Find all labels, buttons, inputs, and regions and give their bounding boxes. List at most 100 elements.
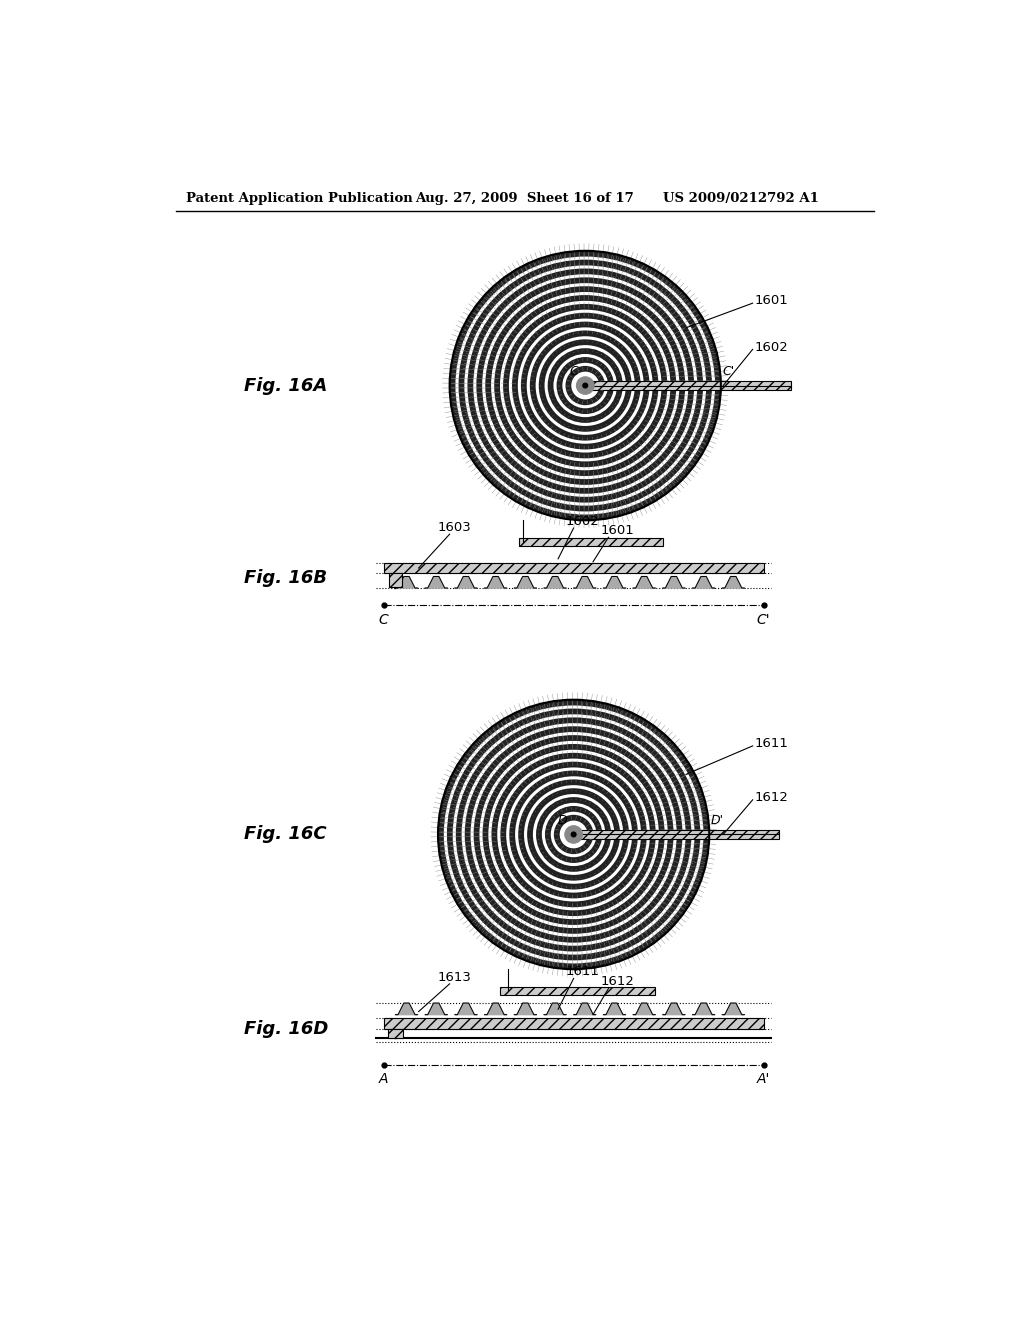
Polygon shape xyxy=(633,577,655,589)
Bar xyxy=(388,1028,403,1038)
Circle shape xyxy=(465,726,683,942)
Text: Fig. 16D: Fig. 16D xyxy=(245,1019,329,1038)
Circle shape xyxy=(482,744,665,925)
Text: C': C' xyxy=(757,612,770,627)
Text: 1602: 1602 xyxy=(566,515,600,528)
Polygon shape xyxy=(544,577,566,589)
Polygon shape xyxy=(573,577,596,589)
Circle shape xyxy=(512,313,658,458)
Text: C: C xyxy=(379,612,389,627)
Polygon shape xyxy=(395,577,418,589)
Circle shape xyxy=(503,304,668,467)
Polygon shape xyxy=(603,1003,626,1015)
Circle shape xyxy=(565,826,583,843)
Circle shape xyxy=(527,788,621,880)
Circle shape xyxy=(450,251,721,520)
Text: Fig. 16C: Fig. 16C xyxy=(245,825,327,843)
Text: Fig. 16B: Fig. 16B xyxy=(245,569,328,587)
Polygon shape xyxy=(692,577,715,589)
Circle shape xyxy=(518,318,652,453)
Circle shape xyxy=(456,256,715,515)
Circle shape xyxy=(482,282,688,488)
Text: D': D' xyxy=(711,813,724,826)
Circle shape xyxy=(462,723,686,945)
Text: A: A xyxy=(379,1072,388,1086)
Text: C': C' xyxy=(722,364,734,378)
Circle shape xyxy=(506,767,641,902)
Circle shape xyxy=(518,779,629,890)
Text: A': A' xyxy=(757,1072,770,1086)
Circle shape xyxy=(471,733,677,937)
Text: 1603: 1603 xyxy=(438,521,472,535)
Text: 1611: 1611 xyxy=(755,737,788,750)
Bar xyxy=(519,537,663,546)
Circle shape xyxy=(443,705,703,964)
Circle shape xyxy=(539,339,632,432)
Circle shape xyxy=(551,812,597,857)
Circle shape xyxy=(577,378,594,395)
Circle shape xyxy=(562,363,608,408)
Circle shape xyxy=(495,296,676,477)
Circle shape xyxy=(456,718,691,952)
Text: 1612: 1612 xyxy=(755,791,788,804)
Circle shape xyxy=(526,327,644,444)
Bar xyxy=(579,381,791,389)
Text: D: D xyxy=(557,813,567,826)
Circle shape xyxy=(501,762,647,907)
Circle shape xyxy=(545,345,626,426)
Circle shape xyxy=(473,275,697,496)
Polygon shape xyxy=(663,577,685,589)
Text: Patent Application Publication: Patent Application Publication xyxy=(186,191,413,205)
Circle shape xyxy=(554,814,593,854)
Circle shape xyxy=(557,358,614,414)
Circle shape xyxy=(436,698,711,970)
Text: 1601: 1601 xyxy=(755,294,787,308)
Text: C: C xyxy=(569,364,578,378)
Polygon shape xyxy=(514,577,537,589)
Polygon shape xyxy=(484,577,507,589)
Text: 1601: 1601 xyxy=(601,524,635,537)
Circle shape xyxy=(583,383,588,388)
Polygon shape xyxy=(663,1003,685,1015)
Circle shape xyxy=(459,260,712,511)
Bar xyxy=(567,830,779,838)
Polygon shape xyxy=(425,1003,447,1015)
Circle shape xyxy=(488,750,658,919)
Circle shape xyxy=(536,337,635,434)
Bar xyxy=(389,573,401,587)
Circle shape xyxy=(500,301,671,470)
Text: 1612: 1612 xyxy=(601,975,635,989)
Circle shape xyxy=(485,286,685,484)
Text: 1613: 1613 xyxy=(438,970,472,983)
Text: US 2009/0212792 A1: US 2009/0212792 A1 xyxy=(663,191,818,205)
Circle shape xyxy=(492,752,655,916)
Circle shape xyxy=(449,249,722,521)
Bar xyxy=(384,1019,764,1028)
Circle shape xyxy=(479,741,668,928)
Polygon shape xyxy=(722,577,744,589)
Circle shape xyxy=(529,330,641,441)
Polygon shape xyxy=(633,1003,655,1015)
Circle shape xyxy=(571,372,599,400)
Circle shape xyxy=(560,821,588,849)
Polygon shape xyxy=(395,1003,418,1015)
Circle shape xyxy=(521,322,649,449)
Circle shape xyxy=(515,776,632,892)
Circle shape xyxy=(467,268,703,503)
Circle shape xyxy=(548,348,623,422)
Polygon shape xyxy=(484,1003,507,1015)
Polygon shape xyxy=(722,1003,744,1015)
Circle shape xyxy=(453,714,694,954)
Polygon shape xyxy=(573,1003,596,1015)
Circle shape xyxy=(571,832,575,837)
Circle shape xyxy=(446,709,700,961)
Circle shape xyxy=(476,277,694,494)
Circle shape xyxy=(536,797,611,871)
Circle shape xyxy=(565,366,605,405)
Text: Aug. 27, 2009  Sheet 16 of 17: Aug. 27, 2009 Sheet 16 of 17 xyxy=(415,191,634,205)
Circle shape xyxy=(524,785,624,884)
Polygon shape xyxy=(514,1003,537,1015)
Polygon shape xyxy=(692,1003,715,1015)
Circle shape xyxy=(553,354,617,417)
Polygon shape xyxy=(455,1003,477,1015)
